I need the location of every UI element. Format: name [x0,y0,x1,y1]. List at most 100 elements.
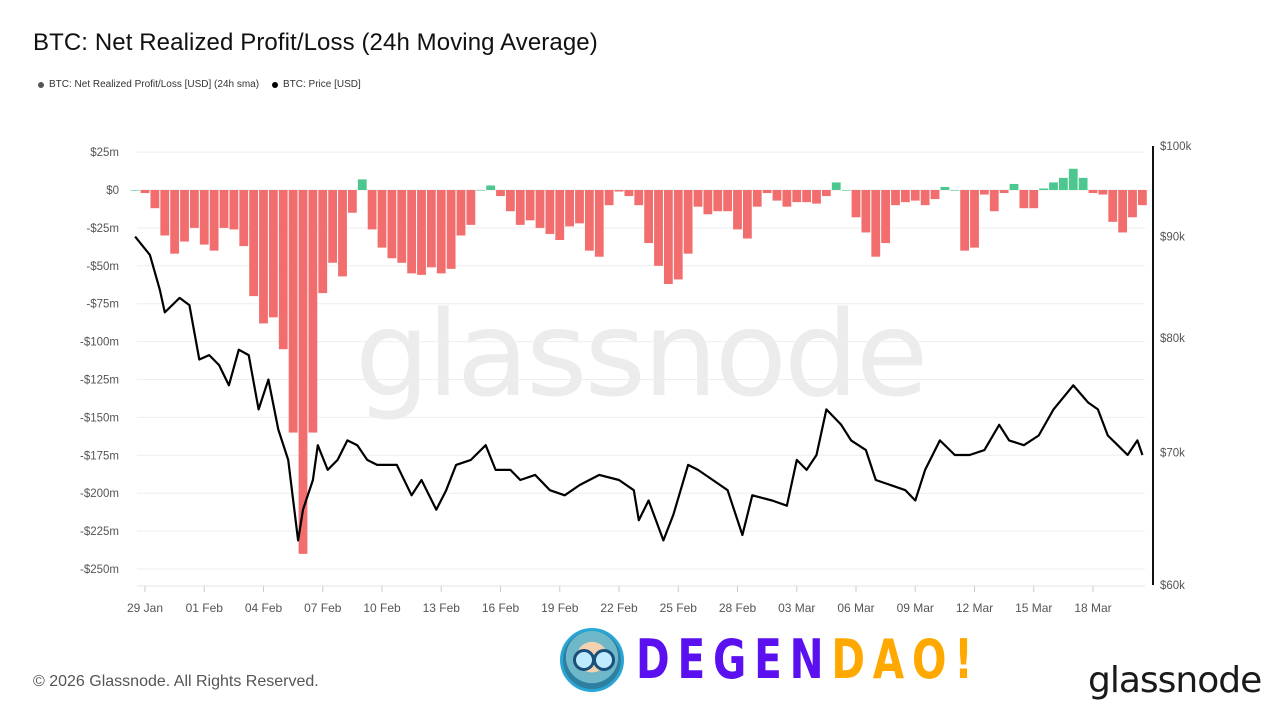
pl-bar [871,190,881,257]
legend-dot-icon [38,81,44,88]
pl-bar [693,190,703,207]
pl-bar [772,190,782,201]
pl-bar [910,190,920,201]
pl-bar [486,185,496,190]
x-axis-tick-label: 25 Feb [660,601,698,615]
pl-bar [407,190,417,274]
pl-bar [1049,182,1058,190]
left-axis-tick-label: $0 [106,185,119,197]
legend-item-net-realized-pl[interactable]: BTC: Net Realized Profit/Loss [USD] (24h… [38,79,259,90]
x-axis-ticks: 29 Jan 01 Feb 04 Feb 07 Feb 10 Feb 13 Feb 16 F… [127,586,1112,615]
pl-bar [733,190,742,230]
pl-bar [989,190,999,212]
pl-bar [1029,190,1039,209]
pl-bar [950,190,960,191]
x-axis-tick-label: 28 Feb [719,601,757,615]
pl-bar [249,190,259,297]
x-axis-tick-label: 18 Mar [1074,601,1111,615]
pl-bar [1009,183,1019,190]
pl-bar [1068,168,1078,190]
pl-bar [140,190,150,194]
pl-bar [160,190,170,236]
pl-bar [397,190,407,263]
pl-bar [584,190,594,251]
x-axis-tick-label: 10 Feb [363,601,401,615]
pl-bar [535,190,545,228]
pl-bar [742,190,752,239]
legend-item-price[interactable]: BTC: Price [USD] [272,79,361,90]
pl-bar [614,190,624,192]
pl-bar [357,179,367,190]
pl-bar [476,190,486,191]
pl-bar [812,190,821,204]
pl-bar [861,190,871,233]
left-axis-tick-label: -$125m [80,375,119,387]
legend-label: BTC: Net Realized Profit/Loss [USD] (24h… [49,79,260,90]
pl-bar [259,190,268,324]
pl-bar [377,190,387,248]
pl-bar [209,190,219,251]
left-axis-tick-label: -$175m [80,450,119,462]
pl-bar [752,190,762,207]
pl-bar [900,190,910,203]
pl-bar [654,190,663,266]
left-axis-tick-label: -$225m [80,526,119,538]
pl-bar [1137,190,1147,206]
pl-bar [673,190,683,280]
x-axis-tick-label: 04 Feb [245,601,283,615]
pl-bar [525,190,535,221]
pl-bar [683,190,693,254]
pl-bar [150,190,160,209]
pl-bar [970,190,979,248]
pl-bar [387,190,397,259]
x-axis-tick-label: 03 Mar [778,601,815,615]
pl-bar [841,190,851,191]
left-axis-ticks: $25m $0 -$25m -$50m -$75m -$100m -$125m -$150m -… [80,147,119,576]
pl-bar [644,190,654,244]
pl-bar [851,190,861,218]
pl-bar [515,190,525,225]
pl-bar [298,190,308,554]
x-axis-tick-label: 09 Mar [897,601,934,615]
pl-bar [802,190,812,203]
pl-bar [1058,177,1068,190]
pl-bar [940,186,950,190]
pl-bar [663,190,673,284]
copyright-footer: © 2026 Glassnode. All Rights Reserved. [33,673,319,690]
x-axis-tick-label: 22 Feb [600,601,638,615]
left-axis-tick-label: -$75m [86,299,119,311]
x-axis-tick-label: 12 Mar [956,601,993,615]
pl-bar [565,190,575,227]
legend-dot-icon [272,81,278,88]
pl-bar [219,190,229,228]
pl-bar [239,190,249,247]
pl-bar [594,190,604,257]
left-axis-tick-label: -$50m [86,261,119,273]
pl-bar [505,190,515,212]
pl-bar [821,190,831,197]
pl-bar [466,190,476,225]
legend-label: BTC: Price [USD] [283,79,361,90]
gridlines [137,151,1145,587]
x-axis-tick-label: 13 Feb [423,601,461,615]
pl-bar [308,190,318,433]
left-axis-tick-label: -$200m [80,488,119,500]
pl-bar [328,190,338,263]
pl-bar [456,190,466,236]
left-axis-tick-label: -$100m [80,337,119,349]
glassnode-logo: glassnode [1088,660,1262,701]
pl-bar [170,190,180,254]
pl-bar [723,190,733,212]
left-axis-tick-label: $25m [90,147,119,159]
pl-bar [1019,190,1029,209]
pl-bar [831,182,841,190]
pl-bar [229,190,239,230]
pl-bar [713,190,723,212]
price-line [134,235,1144,542]
pl-bar [288,190,298,433]
pl-bar [1078,177,1088,190]
x-axis-tick-label: 06 Mar [837,601,874,615]
pl-bar [604,190,614,206]
pl-bar [1039,188,1049,190]
pl-bar [130,190,140,191]
